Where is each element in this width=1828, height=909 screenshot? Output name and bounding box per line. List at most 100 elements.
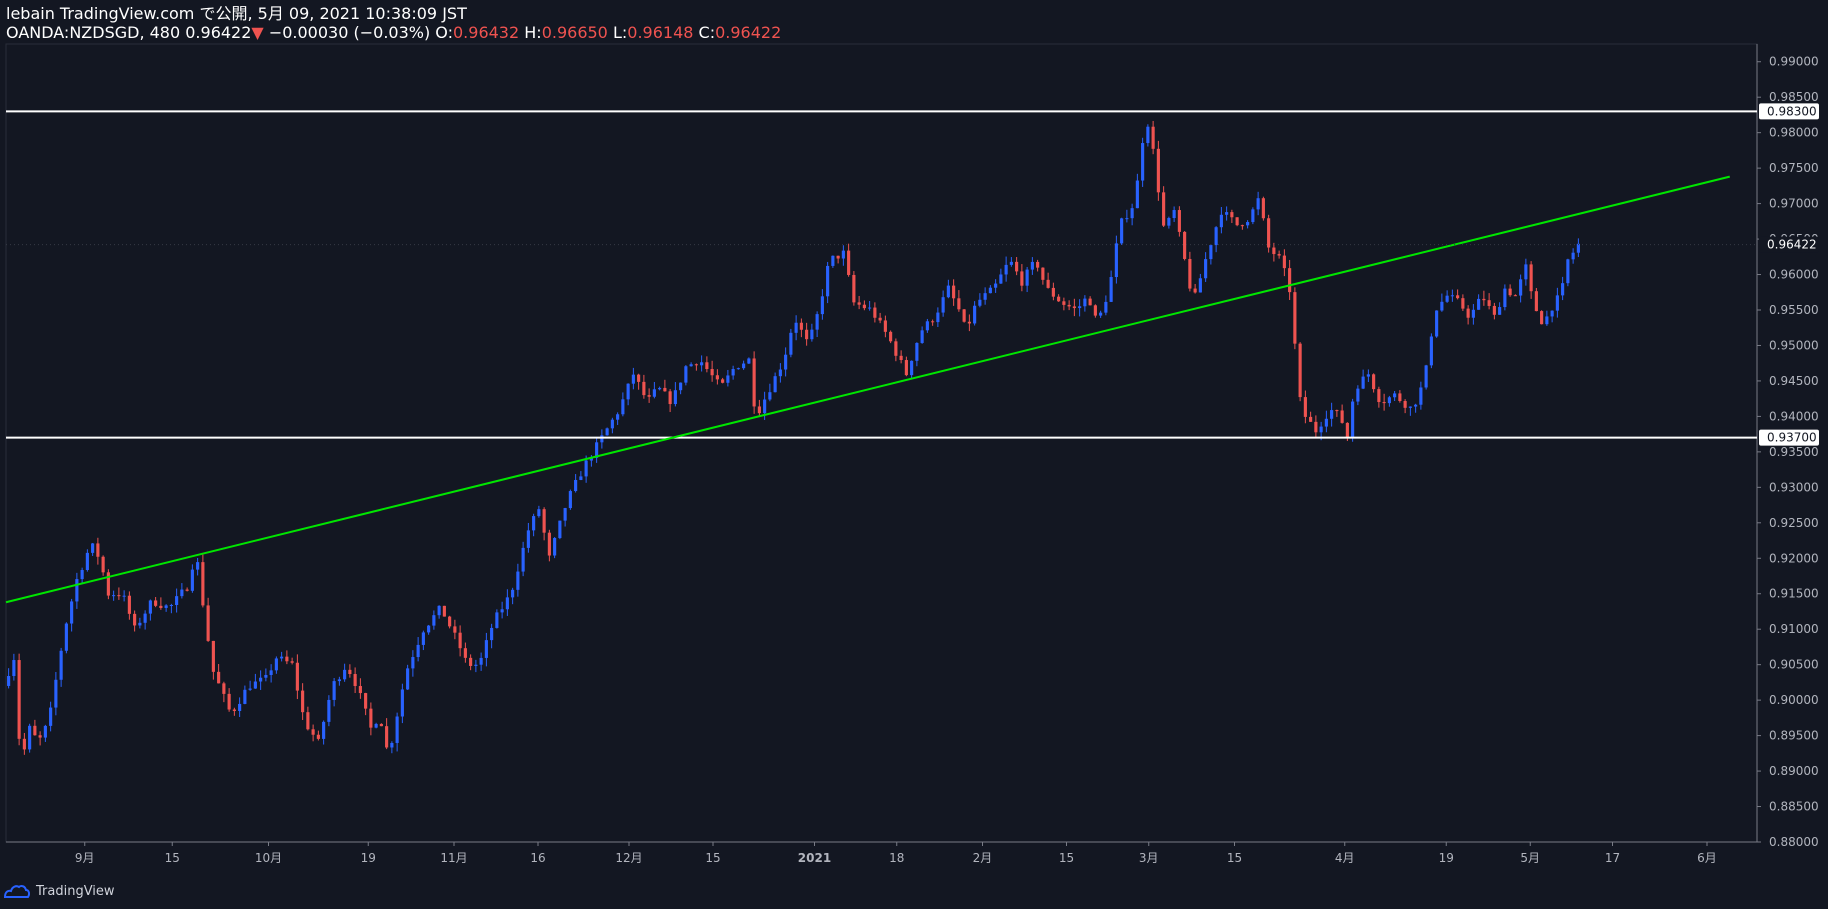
candle-body	[1214, 227, 1218, 246]
candle	[1282, 249, 1286, 277]
candle	[532, 513, 536, 537]
candle	[673, 382, 677, 407]
price-label-box	[1759, 236, 1819, 253]
candle-body	[616, 414, 620, 420]
candle-body	[201, 562, 205, 606]
candle-body	[1377, 389, 1381, 403]
candle	[1324, 410, 1328, 433]
candle-body	[936, 312, 940, 323]
candle	[453, 619, 457, 640]
price-tick-label: 0.94000	[1769, 409, 1819, 423]
candle-body	[96, 543, 100, 557]
candle	[1429, 333, 1433, 369]
candle-body	[479, 657, 483, 665]
candle	[164, 604, 168, 612]
candle-body	[127, 595, 131, 614]
candle-body	[1387, 397, 1391, 404]
candle	[442, 605, 446, 617]
candle-body	[1324, 418, 1328, 427]
open-value: 0.96432	[453, 23, 520, 42]
branding[interactable]: TradingView	[4, 880, 115, 902]
candle-body	[1519, 279, 1523, 296]
candle	[400, 683, 404, 724]
candle-body	[91, 543, 95, 553]
candle-body	[1109, 277, 1113, 302]
time-tick-label: 19	[1439, 851, 1454, 865]
candle	[395, 712, 399, 752]
candle-body	[395, 716, 399, 743]
candle-body	[448, 616, 452, 627]
candle	[1209, 244, 1213, 265]
candle-body	[1162, 192, 1166, 226]
time-tick-label: 15	[1227, 851, 1242, 865]
candle-body	[1487, 300, 1491, 306]
candle	[458, 625, 462, 657]
candle-body	[810, 329, 814, 340]
candle-body	[631, 374, 635, 384]
candle-body	[1319, 426, 1323, 433]
candle-body	[1004, 264, 1008, 275]
candle-body	[1251, 209, 1255, 223]
candle-body	[1356, 388, 1360, 402]
candle	[306, 706, 310, 731]
candle	[715, 369, 719, 385]
low-label: L:	[612, 23, 628, 42]
candle	[238, 697, 242, 717]
symbol-label[interactable]: OANDA:NZDSGD, 480	[6, 23, 181, 42]
candle	[1414, 403, 1418, 413]
candle	[1261, 196, 1265, 221]
candle	[196, 557, 200, 576]
candle	[169, 603, 173, 614]
candle	[64, 622, 68, 654]
candle	[1361, 369, 1365, 390]
candle	[43, 724, 47, 742]
candle-body	[868, 307, 872, 309]
candle-body	[978, 299, 982, 306]
candle-body	[1277, 254, 1281, 256]
candle	[574, 474, 578, 493]
candle	[642, 374, 646, 399]
candle-body	[1340, 410, 1344, 423]
candle-body	[715, 375, 719, 380]
candle	[421, 630, 425, 651]
candle-body	[1524, 264, 1528, 280]
candle	[652, 381, 656, 399]
candle-body	[668, 391, 672, 405]
time-tick-label: 11月	[440, 851, 467, 865]
candle-body	[280, 656, 284, 659]
candle	[1120, 217, 1124, 245]
candle-body	[1188, 258, 1192, 289]
candle-body	[1298, 343, 1302, 398]
candle-body	[852, 274, 856, 303]
candle-body	[967, 321, 971, 324]
candle-body	[1036, 261, 1040, 268]
candle	[1251, 207, 1255, 225]
candle	[1025, 266, 1029, 293]
candle-body	[962, 309, 966, 322]
candle-body	[899, 355, 903, 361]
time-tick-label: 6月	[1697, 851, 1717, 865]
price-tick-label: 0.95000	[1769, 338, 1819, 352]
candle-body	[710, 369, 714, 376]
candle	[1393, 390, 1397, 401]
candle-body	[1361, 376, 1365, 389]
candle	[1566, 258, 1570, 287]
candle-body	[621, 399, 625, 415]
candle-body	[1104, 301, 1108, 313]
candle	[138, 617, 142, 629]
candle	[1419, 381, 1423, 410]
candle-body	[689, 364, 693, 367]
candle-body	[983, 293, 987, 300]
candle	[1015, 257, 1019, 276]
candle	[689, 362, 693, 367]
candle-body	[411, 657, 415, 669]
candle	[348, 664, 352, 678]
candle	[736, 367, 740, 370]
candle	[747, 357, 751, 364]
candle-body	[248, 688, 252, 690]
candle-body	[64, 623, 68, 651]
candle-body	[495, 612, 499, 628]
price-tick-label: 0.92500	[1769, 516, 1819, 530]
last-price-label: 0.96422	[1759, 236, 1819, 253]
